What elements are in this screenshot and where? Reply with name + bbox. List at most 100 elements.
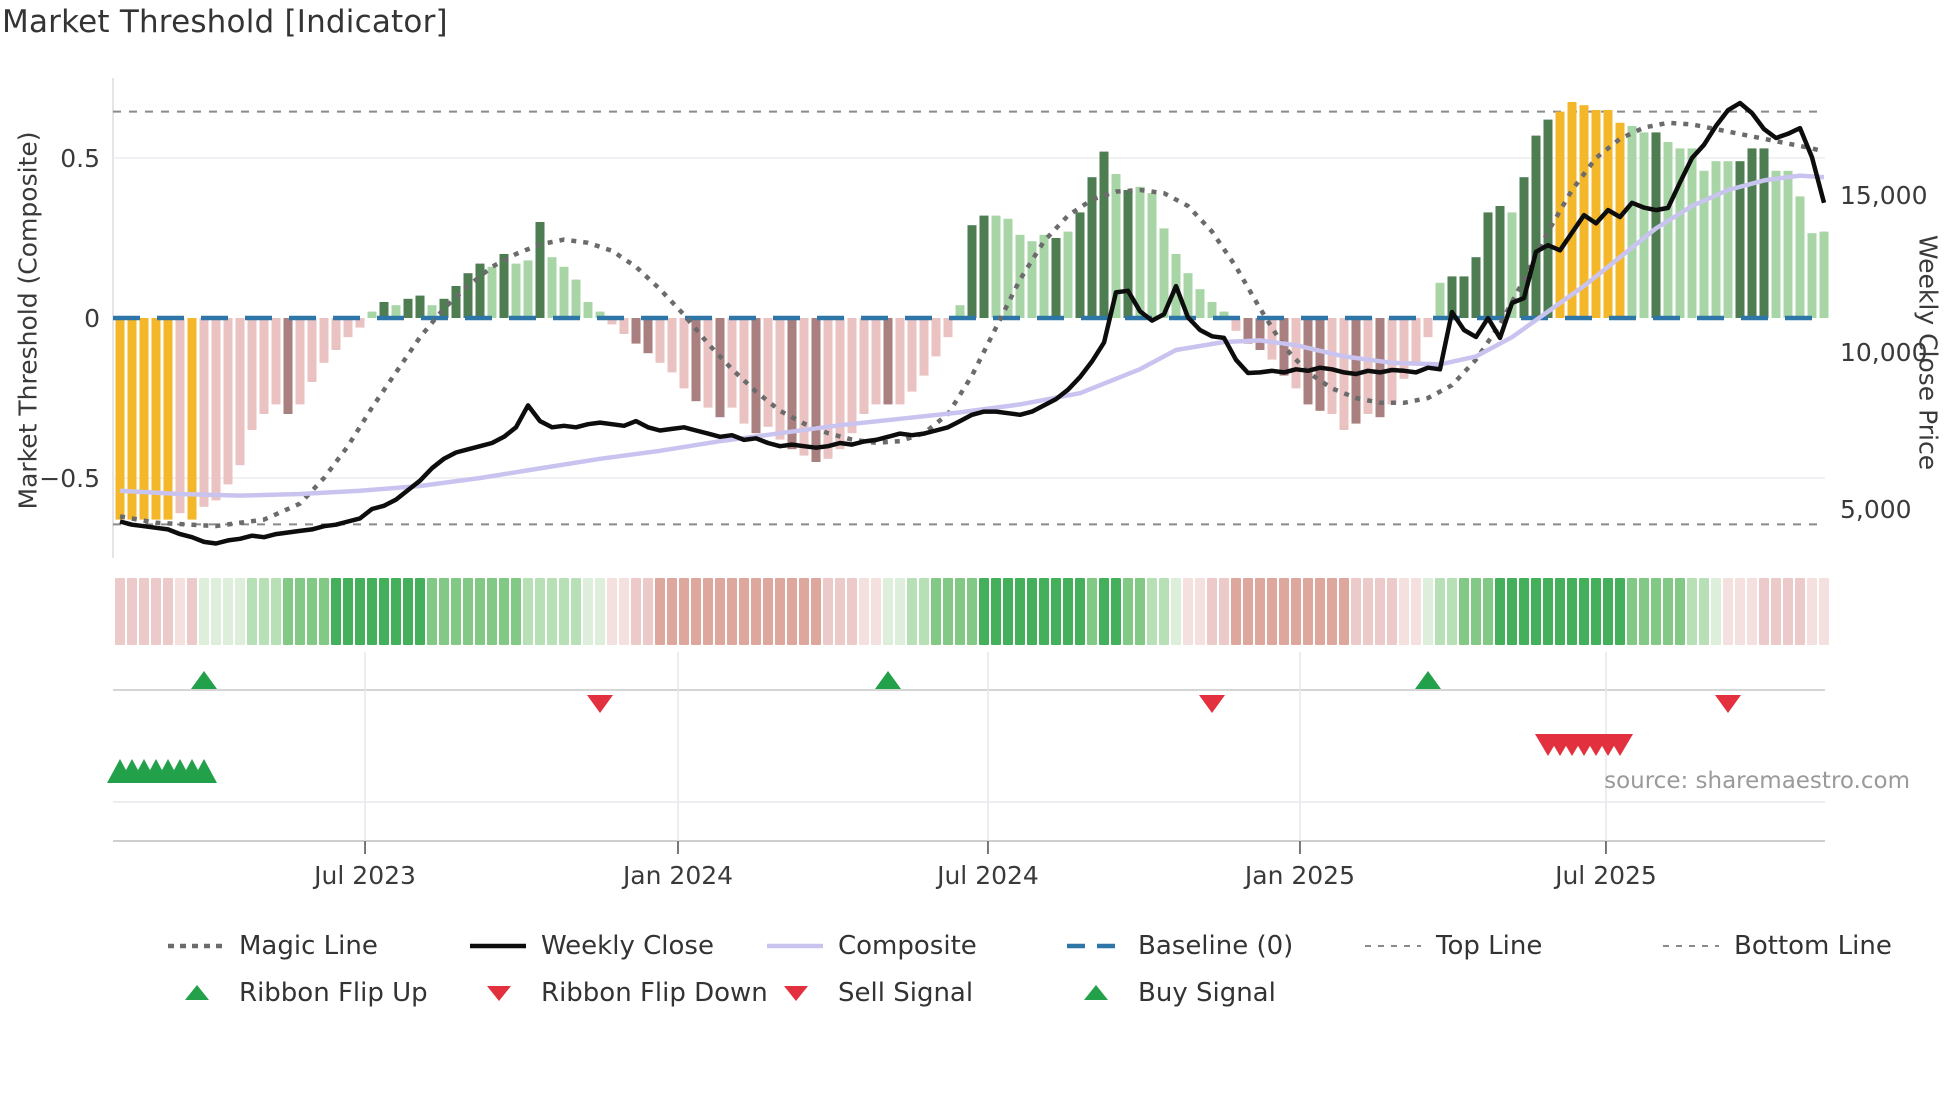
threshold-bar: [211, 318, 221, 501]
ribbon-cell: [151, 578, 161, 645]
threshold-bar: [391, 305, 401, 318]
threshold-bar: [427, 305, 437, 318]
threshold-bar: [1771, 170, 1781, 318]
ribbon-cell: [1735, 578, 1745, 645]
ribbon-cell: [571, 578, 581, 645]
ribbon-cell: [1075, 578, 1085, 645]
ribbon-cell: [163, 578, 173, 645]
threshold-bar: [811, 318, 821, 462]
ribbon-cell: [775, 578, 785, 645]
legend-label: Baseline (0): [1138, 931, 1294, 961]
ribbon-cell: [1027, 578, 1037, 645]
ribbon-cell: [835, 578, 845, 645]
threshold-bar: [1123, 190, 1133, 318]
ribbon-cell: [751, 578, 761, 645]
threshold-bar: [691, 318, 701, 402]
ribbon-cell: [127, 578, 137, 645]
threshold-bar: [1111, 174, 1121, 318]
ribbon-cell: [931, 578, 941, 645]
threshold-bar: [223, 318, 233, 485]
ribbon-cell: [1699, 578, 1709, 645]
threshold-bar: [1519, 177, 1529, 318]
ribbon-cell: [379, 578, 389, 645]
ribbon-cell: [1591, 578, 1601, 645]
sell-signal-marker: [1607, 734, 1633, 756]
threshold-bar: [895, 318, 905, 405]
source-attribution: source: sharemaestro.com: [1604, 768, 1910, 794]
threshold-bar: [415, 295, 425, 318]
ribbon-cell: [463, 578, 473, 645]
threshold-bar: [871, 318, 881, 405]
ribbon-cell: [823, 578, 833, 645]
threshold-bar: [127, 318, 137, 520]
threshold-bar: [1687, 148, 1697, 318]
threshold-bar: [595, 311, 605, 318]
x-tick-label: Jul 2025: [1553, 861, 1657, 890]
threshold-bar: [487, 266, 497, 318]
threshold-bar: [1507, 212, 1517, 318]
ribbon-cell: [1363, 578, 1373, 645]
ribbon-cell: [523, 578, 533, 645]
ribbon-cell: [1111, 578, 1121, 645]
threshold-bar: [799, 318, 809, 456]
threshold-bar: [1039, 234, 1049, 318]
ribbon-cell: [631, 578, 641, 645]
legend-item: Ribbon Flip Up: [167, 975, 428, 1011]
threshold-bar: [1351, 318, 1361, 424]
threshold-bar: [631, 318, 641, 344]
ribbon-flip-up-marker: [875, 671, 901, 689]
threshold-bar: [523, 260, 533, 318]
ribbon-cell: [1315, 578, 1325, 645]
ribbon-cell: [391, 578, 401, 645]
ribbon-cell: [487, 578, 497, 645]
threshold-bar: [1135, 186, 1145, 318]
ribbon-cell: [1795, 578, 1805, 645]
threshold-bar: [1195, 289, 1205, 318]
ribbon-cell: [1291, 578, 1301, 645]
threshold-bar: [1063, 231, 1073, 318]
threshold-bar: [511, 263, 521, 318]
threshold-bar: [1663, 142, 1673, 318]
threshold-bar: [739, 318, 749, 424]
legend-label: Buy Signal: [1138, 978, 1276, 1008]
threshold-bar: [643, 318, 653, 354]
ribbon-cell: [1495, 578, 1505, 645]
threshold-bar: [439, 298, 449, 318]
threshold-bar: [559, 266, 569, 318]
threshold-bar: [1027, 241, 1037, 318]
threshold-bar: [1099, 151, 1109, 318]
threshold-bar: [115, 318, 125, 520]
threshold-bar: [751, 318, 761, 434]
threshold-bar: [1627, 126, 1637, 318]
threshold-bar: [1375, 318, 1385, 418]
threshold-bar: [1807, 233, 1817, 318]
ribbon-cell: [1051, 578, 1061, 645]
threshold-bar: [1471, 257, 1481, 318]
ribbon-cell: [895, 578, 905, 645]
threshold-bar: [1495, 206, 1505, 318]
legend-item: Baseline (0): [1066, 928, 1293, 964]
ribbon-cell: [943, 578, 953, 645]
ribbon-cell: [667, 578, 677, 645]
threshold-bar: [583, 302, 593, 318]
ribbon-cell: [1447, 578, 1457, 645]
threshold-bar: [1279, 318, 1289, 376]
threshold-bar: [1531, 135, 1541, 318]
legend-label: Weekly Close: [541, 931, 714, 961]
left-y-tick-label: 0.5: [60, 144, 100, 173]
ribbon-cell: [1483, 578, 1493, 645]
ribbon-cell: [1099, 578, 1109, 645]
threshold-bar: [283, 318, 293, 414]
ribbon-cell: [787, 578, 797, 645]
ribbon-cell: [991, 578, 1001, 645]
threshold-bar: [247, 318, 257, 430]
ribbon-cell: [499, 578, 509, 645]
threshold-bar: [1483, 212, 1493, 318]
ribbon-cell: [367, 578, 377, 645]
threshold-bar: [1231, 318, 1241, 331]
ribbon-cell: [139, 578, 149, 645]
threshold-bar: [835, 318, 845, 450]
threshold-bar: [1543, 119, 1553, 318]
threshold-bar: [1459, 276, 1469, 318]
